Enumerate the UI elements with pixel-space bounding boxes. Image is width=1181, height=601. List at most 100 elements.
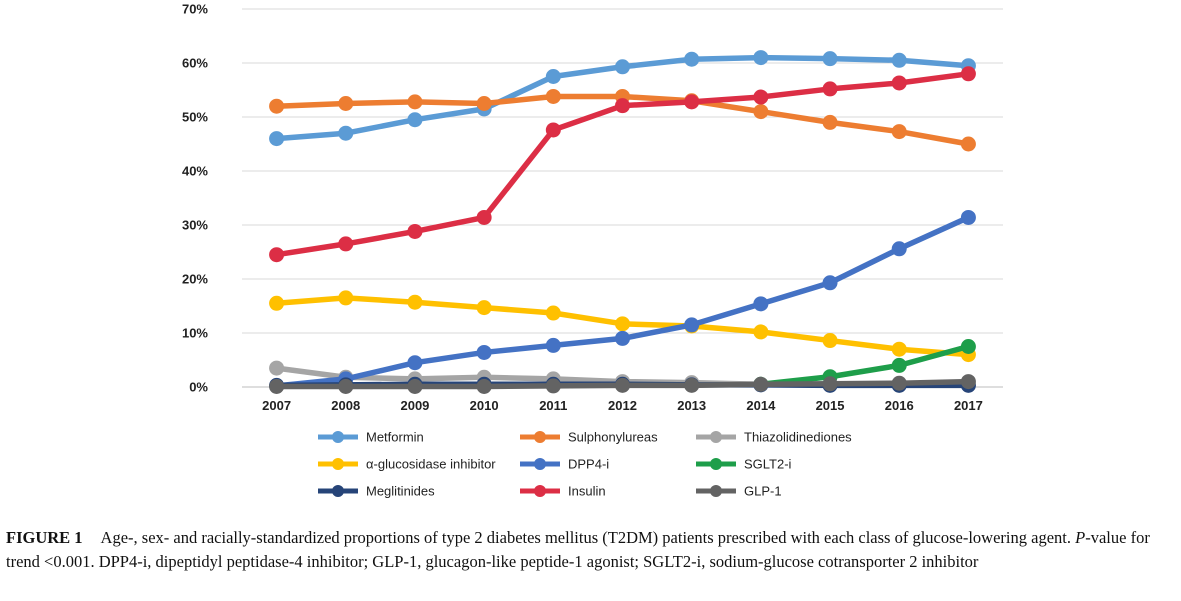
legend-item-sulphonylureas: Sulphonylureas [520,430,658,445]
data-point [891,75,907,91]
line-chart: 0% 10% 20% 30% 40% 50% 60% 70% 2007 2008 2009 2010… [182,2,1003,499]
legend-label: SGLT2-i [744,457,792,472]
data-point [407,294,423,310]
legend-item-insulin: Insulin [520,484,606,499]
figure-caption: FIGURE 1 Age-, sex- and racially-standard… [6,526,1176,574]
data-point [476,378,492,394]
legend-marker [332,431,344,443]
data-point [476,344,492,360]
data-point [822,51,838,67]
data-point [822,333,838,349]
data-point [476,96,492,111]
data-point [269,247,285,263]
data-point [753,104,769,120]
data-point [753,324,769,340]
y-tick-label: 20% [182,272,208,287]
legend-marker [710,485,722,497]
data-point [960,136,976,152]
data-point [407,223,423,239]
legend-marker [710,458,722,470]
data-point [338,125,354,141]
data-point [545,378,561,394]
series-insulin [269,66,976,263]
data-point [476,209,492,225]
data-point [269,131,285,147]
data-point [822,376,838,392]
data-point [476,300,492,316]
legend-label: α-glucosidase inhibitor [366,457,496,472]
data-point [822,81,838,97]
data-point [753,376,769,392]
data-point [407,378,423,394]
legend-item-metformin: Metformin [318,430,424,445]
x-tick-label: 2016 [885,398,914,413]
data-point [753,50,769,66]
legend-item-sglt2-i: SGLT2-i [696,457,792,472]
caption-text-part1: Age-, sex- and racially-standardized pro… [100,528,1071,547]
data-point [269,98,285,114]
series-metformin [269,50,976,147]
data-point [891,375,907,391]
legend-label: DPP4-i [568,457,609,472]
series-glp-1 [269,374,976,394]
legend-label: Insulin [568,484,606,499]
data-point [407,94,423,110]
data-point [684,94,700,110]
data-point [960,66,976,82]
legend-item-meglitinides: Meglitinides [318,484,435,499]
data-point [615,59,630,75]
x-tick-label: 2008 [331,398,360,413]
data-point [269,360,285,376]
x-tick-label: 2017 [954,398,983,413]
y-tick-label: 40% [182,164,208,179]
legend-marker [710,431,722,443]
legend-marker [332,458,344,470]
data-point [960,374,976,390]
data-point [545,305,561,321]
legend-item-dpp4-i: DPP4-i [520,457,609,472]
y-tick-label: 60% [182,56,208,71]
y-tick-label: 30% [182,218,208,233]
data-point [822,114,838,130]
legend-item-thiazolidinediones: Thiazolidinediones [696,430,852,445]
data-point [269,378,285,394]
data-point [891,52,907,68]
data-point [960,209,976,225]
data-point [407,112,423,128]
data-point [684,51,700,67]
legend-label: Meglitinides [366,484,435,499]
caption-italic-p: P [1075,528,1086,547]
x-tick-label: 2011 [539,398,567,413]
data-point [753,89,769,105]
x-tick-label: 2015 [816,398,845,413]
x-tick-label: 2014 [746,398,776,413]
legend-marker [534,431,546,443]
data-point [545,337,561,353]
caption-label: FIGURE 1 [6,528,83,547]
legend-label: Metformin [366,430,424,445]
y-tick-label: 50% [182,110,208,125]
data-point [545,88,561,104]
x-tick-label: 2007 [262,398,291,413]
legend-item-glucosidase-inhibitor: α-glucosidase inhibitor [318,457,496,472]
legend-label: GLP-1 [744,484,782,499]
data-point [338,96,354,111]
x-axis-ticks: 2007 2008 2009 2010 2011 2012 2013 2014 2015 2016… [262,398,983,413]
data-point [891,241,907,257]
data-point [545,122,561,138]
data-point [615,377,630,393]
legend-marker [332,485,344,497]
data-point [822,275,838,291]
data-point [269,295,285,311]
legend-item-glp-1: GLP-1 [696,484,782,499]
y-tick-label: 0% [189,380,208,395]
data-point [684,317,700,333]
legend-label: Thiazolidinediones [744,430,852,445]
legend: Metformin Sulphonylureas Thiazolidinedione… [318,430,852,499]
data-point [891,341,907,357]
data-point [891,357,907,373]
data-point [753,296,769,312]
caption-text-part2: -value for trend <0.001. DPP4-i, dipepti… [6,528,1150,571]
gridlines [242,8,1003,388]
y-axis-ticks: 0% 10% 20% 30% 40% 50% 60% 70% [182,2,208,395]
